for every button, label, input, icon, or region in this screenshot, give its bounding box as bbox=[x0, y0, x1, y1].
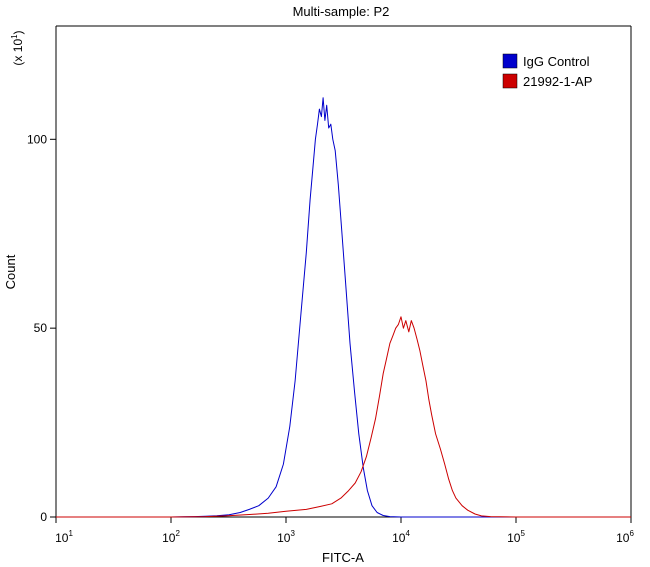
series-lines bbox=[56, 97, 631, 518]
x-tick-label: 102 bbox=[162, 529, 180, 545]
plot-frame bbox=[55, 25, 632, 518]
x-tick-base: 10 bbox=[162, 531, 176, 545]
y-axis-ticks: 0 50 100 bbox=[27, 132, 56, 524]
x-tick-label: 105 bbox=[507, 529, 525, 545]
y-multiplier-text: (x 10 bbox=[11, 39, 25, 66]
y-tick-label: 0 bbox=[40, 510, 47, 524]
x-tick-exponent: 5 bbox=[520, 529, 525, 538]
x-tick-label: 101 bbox=[55, 529, 73, 545]
series-line-igg-control bbox=[56, 97, 631, 518]
legend-label: 21992-1-AP bbox=[523, 74, 592, 89]
x-tick-exponent: 4 bbox=[405, 529, 410, 538]
y-tick-label: 100 bbox=[27, 132, 47, 146]
legend-swatch bbox=[502, 73, 518, 89]
x-tick-label: 106 bbox=[616, 529, 634, 545]
x-tick-exponent: 3 bbox=[290, 529, 295, 538]
x-tick-base: 10 bbox=[55, 531, 69, 545]
legend-swatch bbox=[502, 53, 518, 69]
x-tick-label: 104 bbox=[392, 529, 410, 545]
svg-text:(x 101): (x 101) bbox=[10, 30, 25, 65]
x-tick-exponent: 2 bbox=[175, 529, 180, 538]
series-line-21992-1-ap bbox=[56, 316, 631, 518]
x-tick-label: 103 bbox=[277, 529, 295, 545]
legend-label: IgG Control bbox=[523, 54, 590, 69]
x-tick-base: 10 bbox=[277, 531, 291, 545]
x-tick-exponent: 1 bbox=[68, 529, 73, 538]
x-tick-exponent: 6 bbox=[629, 529, 634, 538]
x-tick-base: 10 bbox=[507, 531, 521, 545]
chart-title: Multi-sample: P2 bbox=[293, 4, 390, 19]
x-axis-ticks: 101 102 103 104 105 106 bbox=[55, 517, 634, 545]
x-axis-label: FITC-A bbox=[322, 550, 364, 565]
legend: IgG Control 21992-1-AP bbox=[502, 53, 592, 89]
y-axis-label: Count bbox=[3, 254, 18, 289]
y-multiplier-exponent: 1 bbox=[10, 34, 19, 39]
x-tick-base: 10 bbox=[392, 531, 406, 545]
x-tick-base: 10 bbox=[616, 531, 630, 545]
y-axis-multiplier: (x 101) bbox=[10, 30, 25, 65]
y-tick-label: 50 bbox=[34, 321, 48, 335]
y-multiplier-close: ) bbox=[11, 30, 25, 34]
